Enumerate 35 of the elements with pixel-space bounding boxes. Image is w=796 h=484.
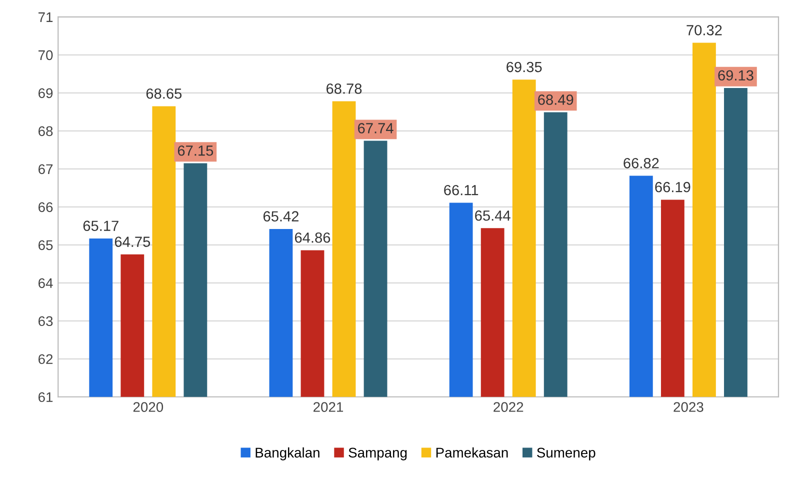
data-label: 69.13 (718, 70, 754, 81)
legend-label: Sumenep (537, 448, 596, 460)
y-tick-label: 67 (38, 164, 53, 174)
x-tick-label: 2021 (314, 402, 344, 412)
data-label: 68.49 (538, 94, 574, 105)
data-label: 68.65 (146, 88, 182, 99)
data-label: 65.17 (83, 220, 118, 232)
data-label: 66.82 (624, 158, 659, 168)
data-label: 65.44 (475, 210, 510, 221)
data-label: 66.19 (655, 182, 690, 192)
data-label: 65.42 (263, 211, 298, 222)
data-label: 64.75 (114, 236, 150, 247)
y-tick-label: 69 (38, 88, 53, 98)
y-tick-label: 61 (38, 392, 53, 402)
y-tick-label: 62 (38, 354, 53, 364)
x-tick-label: 2023 (674, 402, 704, 412)
data-label: 70.32 (686, 25, 722, 36)
legend-label: Pamekasan (436, 447, 508, 458)
data-label: 66.11 (444, 184, 478, 196)
data-label: 67.74 (358, 123, 394, 134)
y-tick-label: 70 (38, 50, 53, 60)
y-tick-label: 63 (38, 316, 53, 326)
y-tick-label: 71 (38, 12, 53, 22)
y-tick-label: 65 (38, 240, 53, 250)
legend-label: Bangkalan (256, 447, 320, 460)
y-tick-label: 64 (38, 278, 53, 288)
x-tick-label: 2022 (494, 402, 524, 412)
data-label: 67.15 (178, 145, 214, 156)
legend-label: Sampang (348, 448, 407, 460)
y-tick-label: 68 (38, 126, 53, 136)
data-label: 68.78 (326, 84, 362, 94)
x-tick-label: 2020 (133, 402, 164, 412)
data-label: 69.35 (506, 62, 542, 72)
data-label: 64.86 (294, 232, 330, 243)
y-tick-label: 66 (38, 202, 53, 212)
